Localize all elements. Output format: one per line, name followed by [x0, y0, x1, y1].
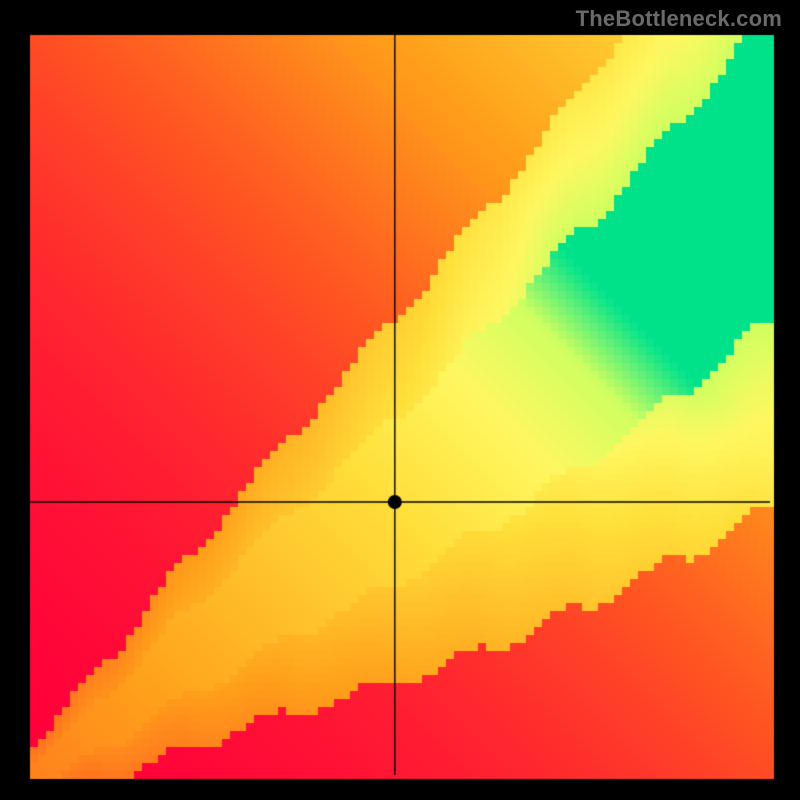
bottleneck-heatmap [0, 0, 800, 800]
chart-container: TheBottleneck.com [0, 0, 800, 800]
watermark-text: TheBottleneck.com [576, 6, 782, 32]
